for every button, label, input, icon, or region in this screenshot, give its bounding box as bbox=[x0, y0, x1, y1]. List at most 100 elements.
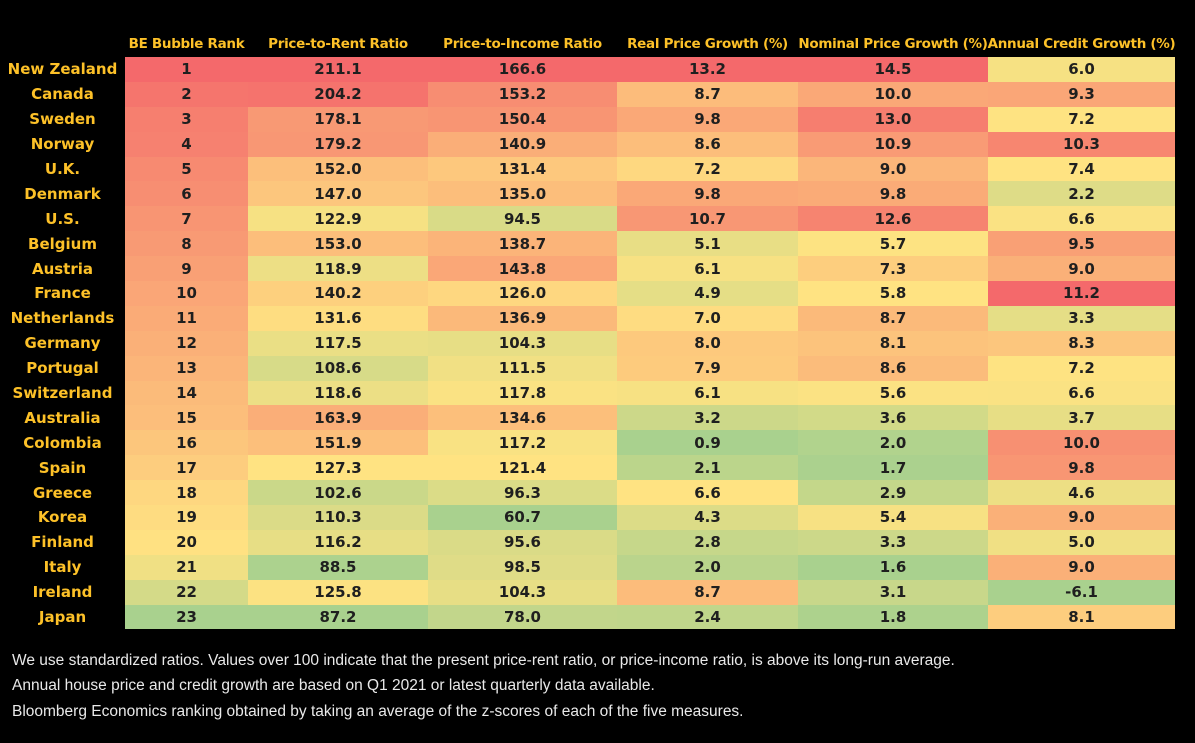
cell-nominal: 2.9 bbox=[798, 480, 988, 506]
table-row-belgium: Belgium 8 153.0 138.7 5.1 5.7 9.5 bbox=[0, 231, 1175, 257]
cell-p2r: 152.0 bbox=[248, 156, 428, 182]
cell-rank: 18 bbox=[125, 480, 248, 506]
row-label-country: Ireland bbox=[0, 579, 125, 605]
cell-real: 3.2 bbox=[617, 405, 798, 431]
cell-real: 10.7 bbox=[617, 206, 798, 232]
cell-nominal: 5.8 bbox=[798, 281, 988, 306]
cell-real: 8.0 bbox=[617, 330, 798, 356]
cell-p2i: 111.5 bbox=[428, 355, 617, 381]
housing-bubble-heatmap-table: BE Bubble Rank Price-to-Rent Ratio Price-t… bbox=[0, 30, 1176, 630]
cell-p2r: 147.0 bbox=[248, 181, 428, 207]
table-row-korea: Korea 19 110.3 60.7 4.3 5.4 9.0 bbox=[0, 505, 1175, 530]
table-row-netherlands: Netherlands 11 131.6 136.9 7.0 8.7 3.3 bbox=[0, 305, 1175, 331]
cell-real: 7.2 bbox=[617, 156, 798, 182]
cell-real: 6.1 bbox=[617, 256, 798, 282]
row-label-country: Netherlands bbox=[0, 305, 125, 331]
cell-rank: 23 bbox=[125, 604, 248, 630]
table-row-u-k-: U.K. 5 152.0 131.4 7.2 9.0 7.4 bbox=[0, 156, 1175, 182]
cell-rank: 3 bbox=[125, 106, 248, 132]
cell-p2r: 118.9 bbox=[248, 256, 428, 282]
cell-credit: 6.0 bbox=[988, 57, 1175, 82]
cell-rank: 10 bbox=[125, 281, 248, 306]
cell-p2i: 94.5 bbox=[428, 206, 617, 232]
cell-p2r: 118.6 bbox=[248, 380, 428, 406]
table-row-canada: Canada 2 204.2 153.2 8.7 10.0 9.3 bbox=[0, 81, 1175, 107]
cell-nominal: 7.3 bbox=[798, 256, 988, 282]
row-label-country: Finland bbox=[0, 529, 125, 555]
row-label-country: Japan bbox=[0, 604, 125, 630]
table-row-greece: Greece 18 102.6 96.3 6.6 2.9 4.6 bbox=[0, 480, 1175, 506]
cell-nominal: 12.6 bbox=[798, 206, 988, 232]
cell-credit: 9.0 bbox=[988, 554, 1175, 580]
row-label-country: New Zealand bbox=[0, 57, 125, 82]
cell-nominal: 3.6 bbox=[798, 405, 988, 431]
row-label-country: Germany bbox=[0, 330, 125, 356]
cell-p2i: 135.0 bbox=[428, 181, 617, 207]
table-row-finland: Finland 20 116.2 95.6 2.8 3.3 5.0 bbox=[0, 529, 1175, 555]
cell-p2i: 96.3 bbox=[428, 480, 617, 506]
cell-p2i: 143.8 bbox=[428, 256, 617, 282]
cell-rank: 19 bbox=[125, 505, 248, 530]
cell-real: 2.1 bbox=[617, 455, 798, 481]
footnotes: We use standardized ratios. Values over … bbox=[12, 648, 1187, 724]
table-row-switzerland: Switzerland 14 118.6 117.8 6.1 5.6 6.6 bbox=[0, 380, 1175, 406]
cell-p2r: 140.2 bbox=[248, 281, 428, 306]
column-header-p2i: Price-to-Income Ratio bbox=[443, 35, 602, 52]
cell-rank: 22 bbox=[125, 579, 248, 605]
cell-p2i: 138.7 bbox=[428, 231, 617, 257]
table-row-denmark: Denmark 6 147.0 135.0 9.8 9.8 2.2 bbox=[0, 181, 1175, 207]
cell-real: 5.1 bbox=[617, 231, 798, 257]
column-header-p2r: Price-to-Rent Ratio bbox=[268, 35, 408, 52]
cell-p2i: 117.2 bbox=[428, 430, 617, 456]
cell-rank: 14 bbox=[125, 380, 248, 406]
cell-rank: 13 bbox=[125, 355, 248, 381]
cell-credit: 6.6 bbox=[988, 206, 1175, 232]
row-label-country: Korea bbox=[0, 505, 125, 530]
row-label-country: France bbox=[0, 281, 125, 306]
cell-rank: 1 bbox=[125, 57, 248, 82]
row-label-country: Australia bbox=[0, 405, 125, 431]
row-label-country: Canada bbox=[0, 81, 125, 107]
cell-nominal: 8.1 bbox=[798, 330, 988, 356]
cell-p2i: 126.0 bbox=[428, 281, 617, 306]
cell-p2r: 127.3 bbox=[248, 455, 428, 481]
cell-credit: 7.2 bbox=[988, 106, 1175, 132]
footnote-line-1: We use standardized ratios. Values over … bbox=[12, 652, 955, 669]
cell-credit: 10.3 bbox=[988, 131, 1175, 157]
cell-nominal: 3.3 bbox=[798, 529, 988, 555]
cell-rank: 15 bbox=[125, 405, 248, 431]
cell-real: 4.3 bbox=[617, 505, 798, 530]
row-label-country: Sweden bbox=[0, 106, 125, 132]
cell-credit: 4.6 bbox=[988, 480, 1175, 506]
footnote-line-3: Bloomberg Economics ranking obtained by … bbox=[12, 702, 744, 720]
table-row-germany: Germany 12 117.5 104.3 8.0 8.1 8.3 bbox=[0, 330, 1175, 356]
cell-p2r: 153.0 bbox=[248, 231, 428, 257]
table-row-u-s-: U.S. 7 122.9 94.5 10.7 12.6 6.6 bbox=[0, 206, 1175, 232]
row-label-country: U.S. bbox=[0, 206, 125, 232]
cell-nominal: 5.6 bbox=[798, 380, 988, 406]
cell-credit: 8.3 bbox=[988, 330, 1175, 356]
table-row-austria: Austria 9 118.9 143.8 6.1 7.3 9.0 bbox=[0, 256, 1175, 282]
cell-nominal: 14.5 bbox=[798, 57, 988, 82]
cell-real: 7.0 bbox=[617, 305, 798, 331]
cell-p2r: 116.2 bbox=[248, 529, 428, 555]
cell-rank: 12 bbox=[125, 330, 248, 356]
cell-p2i: 121.4 bbox=[428, 455, 617, 481]
cell-credit: -6.1 bbox=[988, 579, 1175, 605]
cell-nominal: 10.0 bbox=[798, 81, 988, 107]
cell-p2r: 125.8 bbox=[248, 579, 428, 605]
cell-real: 8.7 bbox=[617, 81, 798, 107]
cell-p2i: 98.5 bbox=[428, 554, 617, 580]
cell-rank: 16 bbox=[125, 430, 248, 456]
cell-p2i: 117.8 bbox=[428, 380, 617, 406]
cell-real: 0.9 bbox=[617, 430, 798, 456]
cell-real: 6.1 bbox=[617, 380, 798, 406]
column-header-real: Real Price Growth (%) bbox=[627, 35, 788, 52]
table-row-italy: Italy 21 88.5 98.5 2.0 1.6 9.0 bbox=[0, 554, 1175, 580]
row-label-country: Belgium bbox=[0, 231, 125, 257]
table-row-norway: Norway 4 179.2 140.9 8.6 10.9 10.3 bbox=[0, 131, 1175, 157]
table-row-colombia: Colombia 16 151.9 117.2 0.9 2.0 10.0 bbox=[0, 430, 1175, 456]
cell-real: 7.9 bbox=[617, 355, 798, 381]
cell-nominal: 8.6 bbox=[798, 355, 988, 381]
cell-real: 2.0 bbox=[617, 554, 798, 580]
